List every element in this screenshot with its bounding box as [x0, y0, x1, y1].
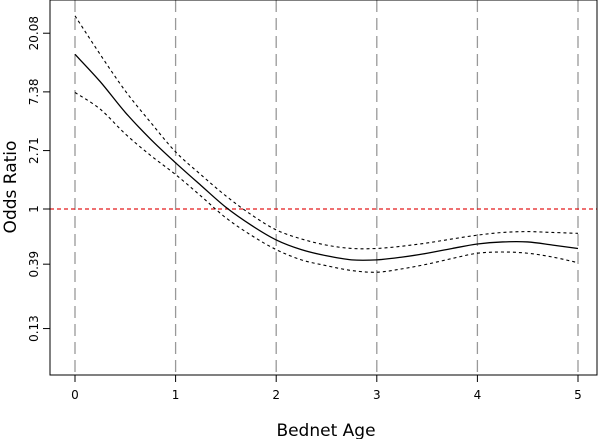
y-tick-label-7.38: 7.38 [27, 79, 41, 106]
x-tick-label-3: 3 [373, 388, 381, 402]
y-tick-label-20.08: 20.08 [27, 16, 41, 50]
y-tick-label-0.13: 0.13 [27, 315, 41, 342]
y-tick-label-2.71: 2.71 [27, 137, 41, 164]
y-tick-label-0.39: 0.39 [27, 251, 41, 278]
x-tick-label-5: 5 [574, 388, 582, 402]
y-tick-label-1: 1 [27, 205, 41, 213]
x-tick-label-1: 1 [172, 388, 180, 402]
y-axis-title: Odds Ratio [1, 141, 21, 234]
x-tick-label-2: 2 [272, 388, 280, 402]
vertical-gridlines [74, 0, 579, 375]
series-line-upper [74, 15, 579, 250]
x-axis-title: Bednet Age [276, 421, 375, 439]
y-axis: 0.13 0.39 1 2.71 7.38 20.08 [27, 16, 50, 342]
series-line-estimate [74, 53, 579, 261]
series-group [74, 15, 579, 273]
series-line-lower [74, 92, 579, 273]
x-tick-label-0: 0 [71, 388, 79, 402]
x-tick-label-4: 4 [474, 388, 482, 402]
x-axis: 0 1 2 3 4 5 [71, 375, 582, 402]
plot-frame [49, 0, 598, 376]
